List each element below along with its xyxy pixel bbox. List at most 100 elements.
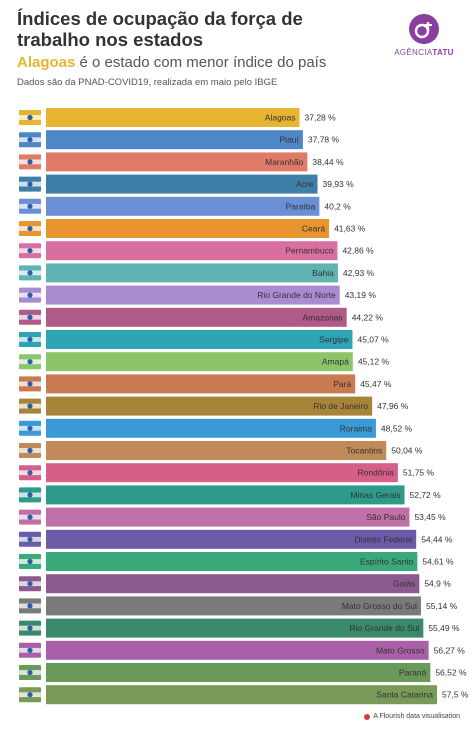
bar-category-label: Paraíba	[286, 201, 316, 211]
flag-para-icon	[19, 376, 41, 392]
flag-tocantins-icon	[19, 443, 41, 458]
flag-amapa-icon	[19, 354, 41, 370]
bar-row[interactable]: Minas Gerais 52,72 %	[19, 485, 441, 505]
flourish-credit[interactable]: A Flourish data visualisation	[364, 713, 460, 720]
bar-row[interactable]: Mato Grosso 56,27 %	[19, 640, 466, 660]
bar-row[interactable]: Espírito Santo 54,61 %	[19, 552, 454, 571]
bar-row[interactable]: Pará 45,47 %	[19, 374, 392, 394]
bar-row[interactable]: Rio de Janeiro 47,96 %	[19, 396, 409, 416]
bar-row[interactable]: Rio Grande do Sul 55,49 %	[19, 618, 460, 638]
flag-bahia-icon	[19, 265, 41, 281]
bar-row[interactable]: Sergipe 45,07 %	[19, 330, 389, 349]
bar-value-label: 43,19 %	[345, 290, 377, 300]
agencia-tatu-logo-icon	[409, 14, 439, 44]
bar[interactable]	[46, 663, 431, 682]
bar[interactable]	[46, 263, 338, 283]
bar-value-label: 51,75 %	[403, 468, 435, 478]
bar[interactable]	[46, 618, 424, 638]
bar-row[interactable]: Roraima 48,52 %	[19, 418, 413, 438]
bar[interactable]	[46, 463, 398, 483]
bar[interactable]	[46, 130, 303, 150]
bar-row[interactable]: Distrito Federal 54,44 %	[19, 529, 453, 549]
bar[interactable]	[46, 330, 353, 349]
bar-row[interactable]: Santa Catarina 57,5 %	[19, 685, 469, 705]
bar-value-label: 44,22 %	[352, 312, 384, 322]
bar-row[interactable]: Paraíba 40,2 %	[19, 196, 351, 216]
bar-row[interactable]: Piauí 37,78 %	[19, 130, 340, 150]
bar[interactable]	[46, 441, 387, 460]
bar[interactable]	[46, 241, 338, 261]
flag-distrito-federal-icon	[19, 531, 41, 547]
bar[interactable]	[46, 396, 373, 416]
bar-value-label: 45,12 %	[358, 357, 390, 367]
bar[interactable]	[46, 219, 330, 238]
bar-value-label: 45,47 %	[360, 379, 392, 389]
bar-row[interactable]: Rio Grande do Norte 43,19 %	[19, 285, 377, 305]
bar[interactable]	[46, 596, 421, 616]
bar-category-label: Minas Gerais	[350, 490, 400, 500]
bar-category-label: Distrito Federal	[355, 534, 413, 544]
bar[interactable]	[46, 529, 417, 549]
bar-value-label: 48,52 %	[381, 423, 413, 433]
bar-category-label: Mato Grosso do Sul	[342, 601, 417, 611]
bar[interactable]	[46, 485, 405, 505]
bar-category-label: Bahia	[312, 268, 334, 278]
bar[interactable]	[46, 307, 347, 327]
bar-row[interactable]: Paraná 56,52 %	[19, 663, 467, 682]
flag-rondonia-icon	[19, 465, 41, 481]
bar[interactable]	[46, 640, 429, 660]
bar-value-label: 56,27 %	[434, 645, 466, 655]
bar-value-label: 56,52 %	[435, 668, 467, 678]
bar[interactable]	[46, 374, 356, 394]
bar-value-label: 55,14 %	[426, 601, 458, 611]
flag-mato-grosso-do-sul-icon	[19, 598, 41, 614]
bar-row[interactable]: Alagoas 37,28 %	[19, 108, 336, 127]
bar-category-label: Tocantins	[346, 446, 382, 456]
flag-maranhao-icon	[19, 154, 41, 170]
bar-row[interactable]: Maranhão 38,44 %	[19, 152, 344, 172]
bar-row[interactable]: Amapá 45,12 %	[19, 352, 390, 372]
bar-category-label: Sergipe	[319, 335, 349, 345]
bar[interactable]	[46, 196, 320, 216]
bar[interactable]	[46, 552, 418, 571]
bar-category-label: Paraná	[399, 668, 427, 678]
bar[interactable]	[46, 507, 410, 527]
bar-category-label: Piauí	[280, 135, 300, 145]
bar[interactable]	[46, 418, 376, 438]
bar-value-label: 37,78 %	[308, 135, 340, 145]
bar[interactable]	[46, 174, 318, 194]
bar-row[interactable]: Acre 39,93 %	[19, 174, 354, 194]
bar-row[interactable]: Goiás 54,9 %	[19, 574, 451, 594]
bar[interactable]	[46, 108, 300, 127]
bar-row[interactable]: Ceará 41,63 %	[19, 219, 366, 238]
agencia-tatu-logo[interactable]: AGÊNCIATATU	[384, 14, 464, 57]
flag-espirito-santo-icon	[19, 554, 41, 569]
bar-row[interactable]: Amazonas 44,22 %	[19, 307, 384, 327]
bar-row[interactable]: Bahia 42,93 %	[19, 263, 375, 283]
bar[interactable]	[46, 352, 353, 372]
flag-mato-grosso-icon	[19, 642, 41, 658]
bar-value-label: 54,44 %	[421, 534, 453, 544]
bar[interactable]	[46, 152, 308, 172]
flag-rio-grande-do-norte-icon	[19, 287, 41, 303]
subtitle-highlight: Alagoas	[17, 54, 76, 71]
bar-category-label: Rio Grande do Norte	[257, 290, 336, 300]
bar-value-label: 52,72 %	[409, 490, 441, 500]
bar[interactable]	[46, 685, 437, 705]
bar[interactable]	[46, 285, 340, 305]
bar[interactable]	[46, 574, 420, 594]
bar-category-label: Roraima	[340, 423, 372, 433]
bar-value-label: 41,63 %	[334, 224, 366, 234]
bar-row[interactable]: Mato Grosso do Sul 55,14 %	[19, 596, 458, 616]
bar-row[interactable]: Pernambuco 42,86 %	[19, 241, 374, 261]
bar-row[interactable]: Tocantins 50,04 %	[19, 441, 423, 460]
bar-category-label: Mato Grosso	[376, 645, 425, 655]
bar-row[interactable]: São Paulo 53,45 %	[19, 507, 446, 527]
bar-category-label: Amapá	[322, 357, 349, 367]
logo-text-bold: TATU	[432, 48, 454, 57]
bar-category-label: Rondônia	[358, 468, 395, 478]
flag-acre-icon	[19, 176, 41, 192]
flag-roraima-icon	[19, 420, 41, 436]
bar-category-label: Pará	[333, 379, 351, 389]
bar-row[interactable]: Rondônia 51,75 %	[19, 463, 435, 483]
